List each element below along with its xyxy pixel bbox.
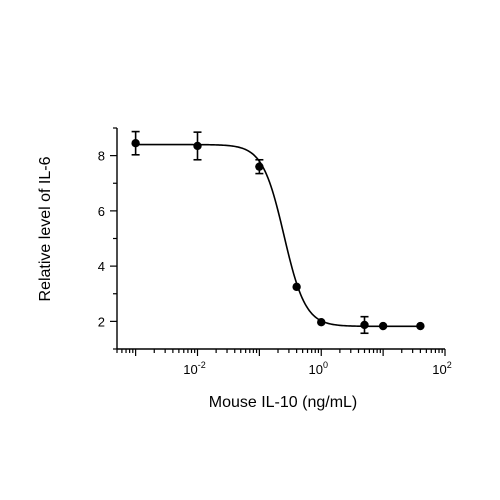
- x-tick-label: 102: [432, 360, 451, 377]
- y-tick-label: 6: [98, 204, 105, 219]
- y-tick-label: 4: [98, 259, 105, 274]
- data-point: [193, 141, 202, 151]
- data-point: [317, 318, 326, 327]
- data-marks: [131, 130, 425, 335]
- axes: 10-2 100 102 2 4 6 8: [98, 127, 452, 377]
- fit-curve: [135, 143, 421, 328]
- x-tick-label: 10-2: [183, 360, 205, 377]
- data-point: [378, 321, 388, 331]
- x-axis-title: Mouse IL-10 (ng/mL): [209, 394, 358, 411]
- y-tick-label: 8: [98, 149, 105, 164]
- y-axis-title: Relative level of IL-6: [37, 156, 54, 301]
- data-point: [416, 321, 425, 331]
- data-point: [255, 162, 264, 171]
- data-point: [292, 282, 301, 292]
- y-tick-label: 2: [98, 314, 105, 329]
- x-tick-label: 100: [309, 360, 328, 377]
- data-point: [360, 320, 369, 330]
- data-point: [131, 138, 140, 148]
